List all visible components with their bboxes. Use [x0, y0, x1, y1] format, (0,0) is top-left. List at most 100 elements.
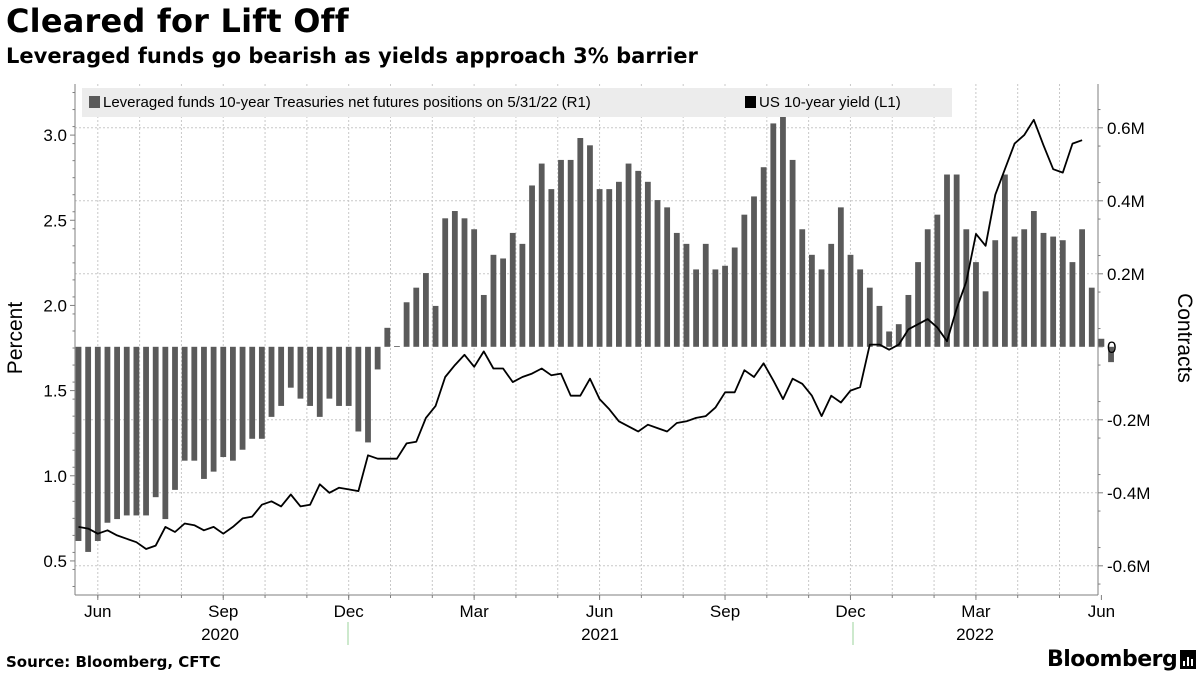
bar [587, 145, 593, 347]
right-tick-label: -0.6M [1107, 557, 1150, 576]
left-tick-label: 1.0 [43, 467, 67, 486]
bloomberg-logo: Bloomberg [1047, 647, 1178, 672]
bar [683, 243, 690, 347]
bar [770, 123, 777, 347]
bar [857, 269, 864, 347]
bar [413, 287, 420, 347]
x-tick-label: Jun [1088, 602, 1115, 621]
bar [394, 346, 400, 347]
right-tick-label: -0.2M [1107, 411, 1150, 430]
right-tick-label: 0 [1107, 338, 1116, 357]
bar [751, 196, 757, 347]
bar [577, 138, 584, 347]
bar [664, 207, 671, 347]
bar [644, 181, 651, 347]
bar [1030, 211, 1037, 347]
bar [471, 229, 478, 347]
x-tick-label: Jun [586, 602, 613, 621]
bar [567, 159, 574, 347]
bar [866, 287, 873, 347]
bar [944, 174, 950, 347]
left-tick-label: 0.5 [43, 552, 67, 571]
bar [722, 265, 728, 347]
yield-line [78, 118, 1083, 550]
bar [538, 163, 545, 347]
bar [75, 346, 82, 541]
left-tick-label: 3.0 [43, 126, 67, 145]
bar [442, 218, 449, 347]
bar [596, 189, 603, 347]
bar [731, 247, 738, 347]
bar [1021, 229, 1028, 347]
bar [558, 159, 564, 347]
bar [818, 269, 825, 347]
bar [172, 346, 178, 490]
bar [847, 254, 854, 347]
bar [239, 346, 246, 450]
bar [365, 346, 371, 443]
right-tick-label: -0.4M [1107, 484, 1150, 503]
bar [886, 331, 892, 347]
bar [606, 189, 613, 347]
bar [316, 346, 323, 417]
bar [403, 302, 410, 347]
bar [85, 346, 92, 552]
bar [509, 232, 516, 347]
bar [934, 214, 941, 347]
left-axis-title: Percent [4, 302, 27, 375]
bar [982, 291, 989, 347]
legend-bars-label: Leveraged funds 10-year Treasuries net f… [103, 94, 591, 111]
bar [287, 346, 294, 388]
bar [181, 346, 188, 461]
bar [915, 262, 921, 347]
x-tick-label: Sep [208, 602, 238, 621]
legend-bars-swatch [89, 96, 100, 108]
bar [953, 174, 960, 347]
bar [760, 167, 767, 347]
legend-background [82, 88, 952, 117]
bar [548, 189, 555, 347]
bar [780, 101, 786, 347]
bar [451, 211, 458, 347]
x-year-label: 2020 [201, 625, 239, 644]
bar [809, 254, 815, 347]
bar [973, 262, 979, 347]
chart-title: Cleared for Lift Off [6, 2, 349, 40]
x-tick-label: Mar [961, 602, 991, 621]
bar [423, 273, 429, 347]
chart-subtitle: Leveraged funds go bearish as yields app… [6, 44, 698, 68]
left-tick-label: 2.5 [43, 211, 67, 230]
bar [1040, 232, 1047, 347]
bar [654, 200, 661, 347]
bar [837, 207, 844, 347]
bar [1108, 346, 1114, 363]
bar [500, 258, 506, 347]
bar [345, 346, 352, 406]
x-tick-label: Dec [334, 602, 365, 621]
bar [220, 346, 227, 458]
terminal-icon [1180, 650, 1196, 669]
bar [104, 346, 111, 523]
bar [94, 346, 101, 541]
bar [616, 181, 622, 347]
bar [924, 229, 931, 347]
bar [355, 346, 362, 432]
bar [268, 346, 275, 417]
bar [992, 240, 999, 347]
bar [210, 346, 217, 472]
bar [789, 159, 796, 347]
left-tick-label: 1.5 [43, 382, 67, 401]
right-tick-label: 0.6M [1107, 119, 1145, 138]
bar [336, 346, 342, 406]
bar-series [75, 101, 1114, 552]
bar [635, 170, 642, 347]
bar [693, 269, 699, 347]
bar [876, 305, 883, 347]
bar [133, 346, 140, 516]
legend-line-label: US 10-year yield (L1) [759, 94, 901, 111]
source-note: Source: Bloomberg, CFTC [6, 653, 221, 671]
bar [702, 243, 709, 347]
bar [191, 346, 198, 461]
bar [230, 346, 236, 461]
left-tick-label: 2.0 [43, 296, 67, 315]
